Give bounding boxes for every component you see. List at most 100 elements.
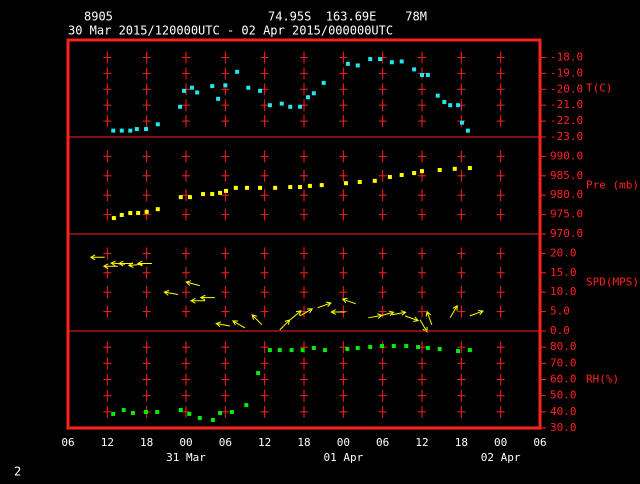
grid-cross <box>339 389 348 402</box>
grid-cross <box>182 169 190 182</box>
grid-cross <box>457 150 466 163</box>
grid-cross <box>103 373 112 386</box>
grid-cross <box>418 389 426 402</box>
grid-cross <box>142 83 151 96</box>
x-tick-label: 00 <box>494 436 507 449</box>
data-point <box>289 348 294 353</box>
wind-arrow <box>391 310 407 316</box>
wind-arrow <box>189 297 206 304</box>
grid-cross <box>378 150 387 163</box>
grid-cross <box>142 189 151 202</box>
grid-cross <box>496 357 505 370</box>
data-point <box>343 181 348 186</box>
grid-cross <box>339 247 348 260</box>
grid-cross <box>103 266 112 279</box>
wind-arrow <box>289 310 302 321</box>
grid-cross <box>142 286 151 299</box>
grid-cross <box>142 266 151 279</box>
grid-cross <box>103 357 112 370</box>
panel-label: RH(%) <box>586 373 619 386</box>
grid-cross <box>457 208 466 221</box>
grid-cross <box>221 150 230 163</box>
grid-cross <box>182 405 190 418</box>
grid-cross <box>418 247 426 260</box>
data-point <box>387 174 392 179</box>
grid-cross <box>496 115 505 128</box>
data-point <box>267 103 272 108</box>
grid-cross <box>496 51 505 64</box>
y-tick-label: 70.0 <box>550 356 577 369</box>
data-point <box>465 128 470 133</box>
grid-cross <box>142 357 151 370</box>
grid-cross <box>260 266 269 279</box>
grid-cross <box>300 373 308 386</box>
grid-cross <box>260 208 269 221</box>
data-point <box>319 183 324 188</box>
grid-cross <box>142 115 151 128</box>
data-point <box>111 216 116 221</box>
grid-cross <box>300 405 308 418</box>
data-point <box>178 195 183 200</box>
wind-arrow <box>419 319 428 333</box>
data-point <box>355 63 360 68</box>
x-tick-label: 12 <box>101 436 114 449</box>
grid-cross <box>457 266 466 279</box>
grid-cross <box>142 373 151 386</box>
grid-cross <box>182 286 190 299</box>
grid-cross <box>221 389 230 402</box>
grid-cross <box>142 67 151 80</box>
grid-cross <box>142 169 151 182</box>
grid-cross <box>142 150 151 163</box>
grid-cross <box>496 189 505 202</box>
grid-cross <box>339 83 348 96</box>
grid-cross <box>300 169 308 182</box>
grid-cross <box>339 357 348 370</box>
wind-arrow <box>215 321 231 328</box>
grid-cross <box>457 405 466 418</box>
data-point <box>404 344 409 349</box>
x-tick-label: 18 <box>297 436 310 449</box>
data-point <box>218 190 223 195</box>
data-point <box>307 183 312 188</box>
wind-arrow <box>379 310 395 317</box>
y-tick-label: 60.0 <box>550 373 577 386</box>
grid-cross <box>221 286 230 299</box>
y-tick-label: 990.0 <box>550 149 583 162</box>
wind-arrow <box>341 297 356 305</box>
grid-cross <box>457 51 466 64</box>
grid-cross <box>103 67 112 80</box>
data-point <box>121 408 126 413</box>
data-point <box>412 171 417 176</box>
data-point <box>189 85 194 90</box>
data-point <box>267 348 272 353</box>
grid-cross <box>221 99 230 112</box>
wind-arrow <box>110 260 126 267</box>
grid-cross <box>260 389 269 402</box>
grid-cross <box>418 51 426 64</box>
grid-cross <box>339 373 348 386</box>
panel-label: SPD(MPS) <box>586 276 639 289</box>
grid-cross <box>103 83 112 96</box>
wind-arrow <box>404 315 420 322</box>
grid-cross <box>457 67 466 80</box>
grid-cross <box>378 208 387 221</box>
grid-cross <box>496 208 505 221</box>
wind-arrow <box>136 260 152 267</box>
grid-cross <box>339 67 348 80</box>
grid-cross <box>496 83 505 96</box>
grid-cross <box>339 150 348 163</box>
data-point <box>357 180 362 185</box>
data-point <box>258 88 263 93</box>
data-point <box>389 60 394 65</box>
date-label: 01 Apr <box>323 451 363 464</box>
grid-cross <box>260 99 269 112</box>
grid-cross <box>418 373 426 386</box>
grid-cross <box>260 189 269 202</box>
wind-arrow <box>251 314 263 326</box>
grid-cross <box>418 266 426 279</box>
data-point <box>136 211 141 216</box>
data-point <box>218 410 223 415</box>
grid-cross <box>378 286 387 299</box>
data-point <box>322 348 327 353</box>
